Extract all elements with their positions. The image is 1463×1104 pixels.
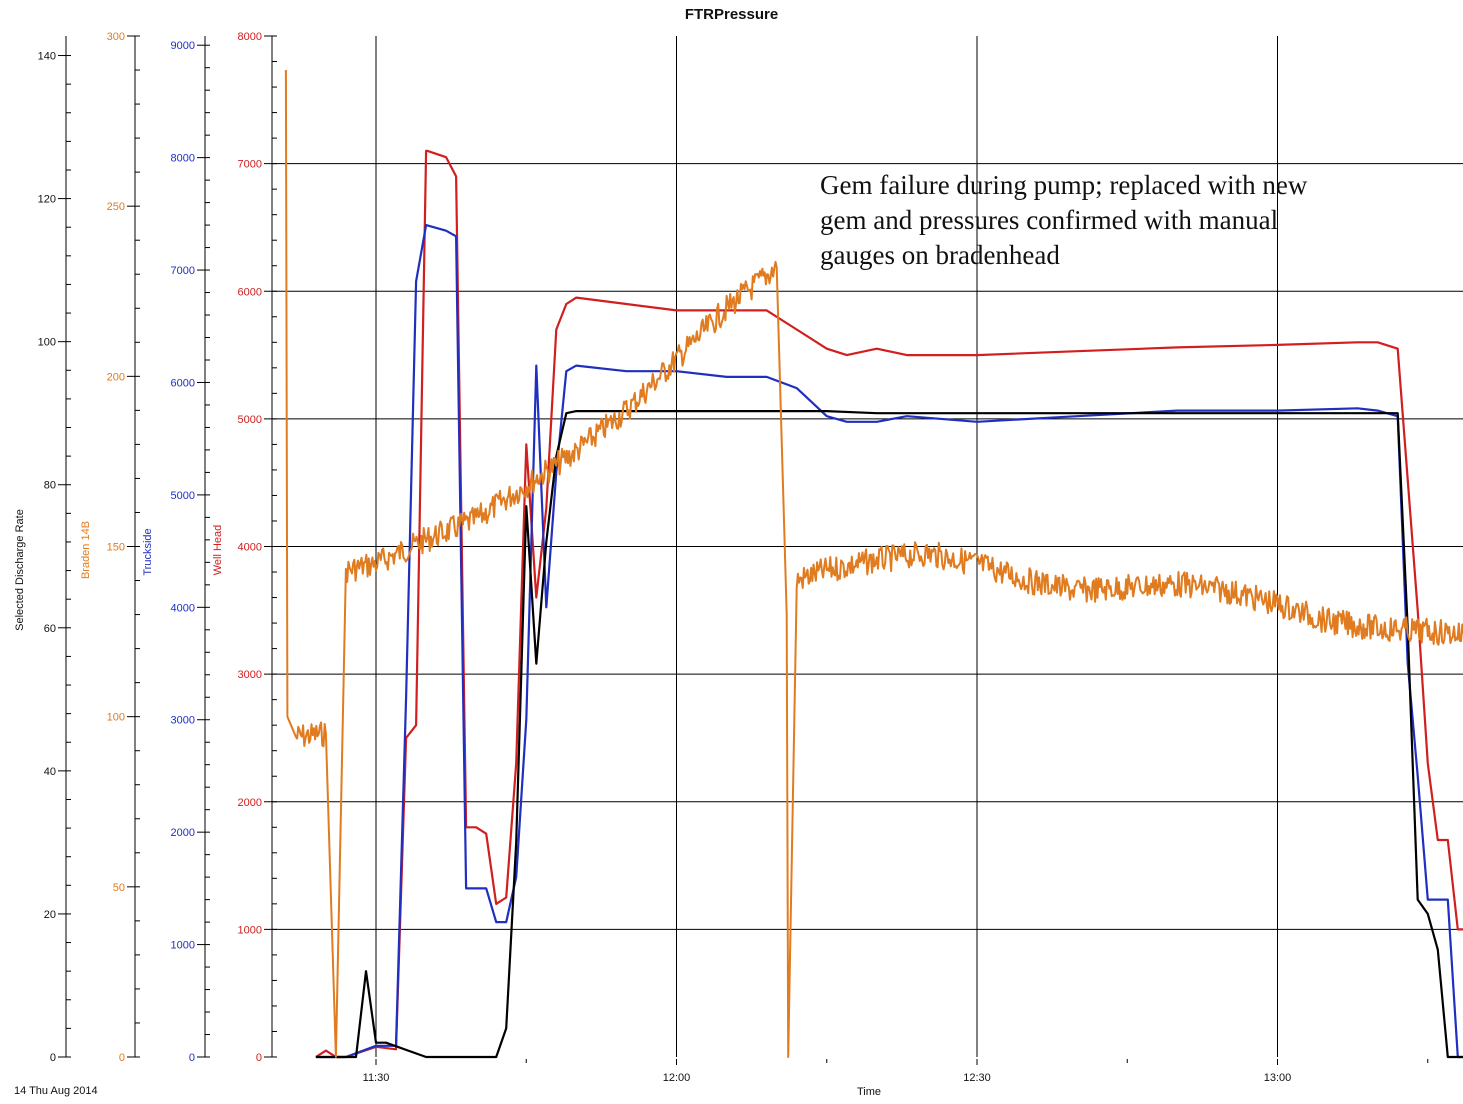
y-tick-label: 40 xyxy=(44,766,56,778)
axes: 0204060801001201400501001502002503000100… xyxy=(38,31,277,1064)
y-tick-label: 250 xyxy=(107,201,125,213)
y-tick-label: 4000 xyxy=(171,602,195,614)
y-tick-label: 100 xyxy=(107,712,125,724)
y-tick-label: 8000 xyxy=(238,31,262,43)
x-tick-label: 12:00 xyxy=(663,1072,691,1084)
y-tick-label: 1000 xyxy=(171,940,195,952)
x-ticks: 11:30 12:00 12:30 13:00 xyxy=(363,1059,1429,1084)
y-tick-label: 20 xyxy=(44,909,56,921)
date-label: 14 Thu Aug 2014 xyxy=(14,1085,98,1097)
y-tick-label: 1000 xyxy=(238,924,262,936)
axis-title-braden: Braden 14B xyxy=(80,520,92,580)
y-tick-label: 7000 xyxy=(238,159,262,171)
y-tick-label: 2000 xyxy=(171,827,195,839)
y-tick-label: 0 xyxy=(189,1052,195,1064)
x-tick-label: 12:30 xyxy=(963,1072,991,1084)
y-tick-label: 50 xyxy=(113,882,125,894)
x-tick-label: 13:00 xyxy=(1264,1072,1292,1084)
y-tick-label: 150 xyxy=(107,542,125,554)
y-tick-label: 60 xyxy=(44,623,56,635)
y-tick-label: 6000 xyxy=(171,377,195,389)
chart-title: FTRPressure xyxy=(684,6,779,23)
y-tick-label: 0 xyxy=(256,1052,262,1064)
y-tick-label: 5000 xyxy=(238,414,262,426)
series-line-truckside xyxy=(315,224,1463,1059)
y-tick-label: 300 xyxy=(107,31,125,43)
y-tick-label: 3000 xyxy=(238,669,262,681)
series-line-selected-discharge-rate xyxy=(315,410,1463,1059)
y-tick-label: 9000 xyxy=(171,40,195,52)
series-line-well-head xyxy=(315,149,1463,1059)
y-tick-label: 80 xyxy=(44,480,56,492)
series-line-braden-14b xyxy=(284,69,1463,1058)
annotation: Gem failure during pump; replaced with n… xyxy=(820,170,1308,270)
y-tick-label: 3000 xyxy=(171,715,195,727)
axis-title-discharge-rate: Selected Discharge Rate xyxy=(14,509,26,631)
axis-title-truckside: Truckside xyxy=(142,528,154,576)
y-tick-label: 100 xyxy=(38,337,56,349)
y-tick-label: 120 xyxy=(38,194,56,206)
y-tick-label: 5000 xyxy=(171,490,195,502)
series xyxy=(284,69,1463,1059)
y-tick-label: 0 xyxy=(50,1052,56,1064)
y-tick-label: 8000 xyxy=(171,153,195,165)
y-tick-label: 4000 xyxy=(238,542,262,554)
y-tick-label: 140 xyxy=(38,51,56,63)
x-axis-label: Time xyxy=(857,1086,882,1098)
y-tick-label: 2000 xyxy=(238,797,262,809)
x-tick-label: 11:30 xyxy=(363,1072,390,1084)
y-tick-label: 7000 xyxy=(171,265,195,277)
y-tick-label: 6000 xyxy=(238,286,262,298)
y-tick-label: 200 xyxy=(107,371,125,383)
grid xyxy=(272,36,1463,1057)
y-tick-label: 0 xyxy=(119,1052,125,1064)
axis-title-well-head: Well Head xyxy=(212,524,224,576)
